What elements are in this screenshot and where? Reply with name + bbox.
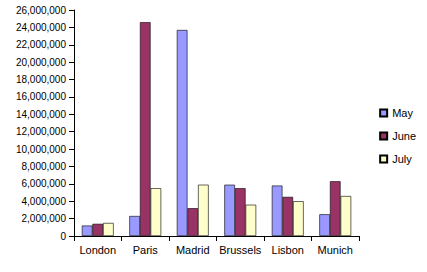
svg-text:22,000,000: 22,000,000 xyxy=(16,39,66,50)
svg-text:16,000,000: 16,000,000 xyxy=(16,91,66,102)
svg-text:2,000,000: 2,000,000 xyxy=(22,213,67,224)
svg-text:8,000,000: 8,000,000 xyxy=(22,161,67,172)
svg-text:10,000,000: 10,000,000 xyxy=(16,144,66,155)
svg-text:0: 0 xyxy=(60,231,66,242)
svg-text:July: July xyxy=(392,153,412,165)
svg-text:24,000,000: 24,000,000 xyxy=(16,22,66,33)
svg-text:4,000,000: 4,000,000 xyxy=(22,196,67,207)
svg-text:Madrid: Madrid xyxy=(176,244,210,256)
svg-text:6,000,000: 6,000,000 xyxy=(22,178,67,189)
svg-text:Lisbon: Lisbon xyxy=(272,244,304,256)
svg-text:26,000,000: 26,000,000 xyxy=(16,5,66,16)
svg-text:Munich: Munich xyxy=(318,244,353,256)
svg-text:London: London xyxy=(79,244,116,256)
svg-text:Brussels: Brussels xyxy=(219,244,262,256)
svg-text:18,000,000: 18,000,000 xyxy=(16,74,66,85)
svg-text:12,000,000: 12,000,000 xyxy=(16,126,66,137)
svg-text:May: May xyxy=(392,107,413,119)
svg-text:June: June xyxy=(392,130,416,142)
svg-text:14,000,000: 14,000,000 xyxy=(16,109,66,120)
svg-text:Paris: Paris xyxy=(133,244,159,256)
svg-text:20,000,000: 20,000,000 xyxy=(16,57,66,68)
